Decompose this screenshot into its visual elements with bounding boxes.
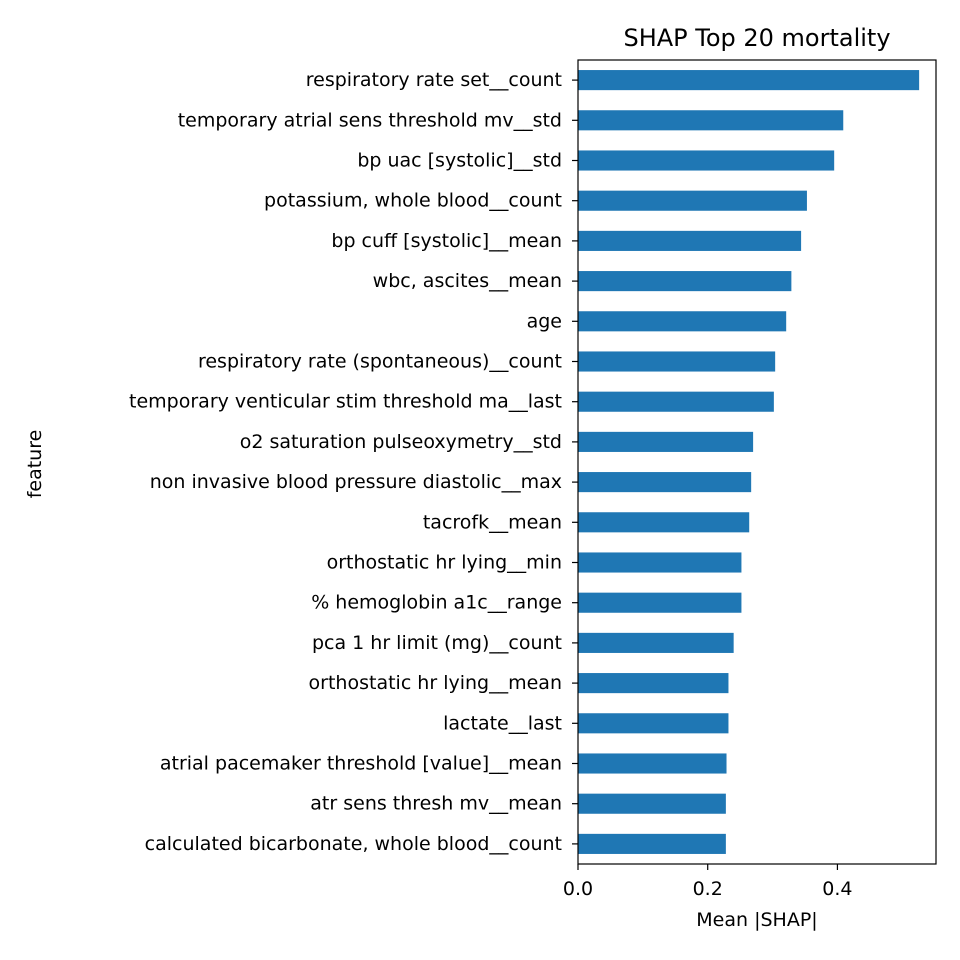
y-tick-label: calculated bicarbonate, whole blood__cou… bbox=[145, 833, 562, 855]
bar bbox=[578, 552, 742, 573]
y-tick-label: lactate__last bbox=[443, 712, 562, 734]
bar bbox=[578, 472, 752, 493]
x-tick-label: 0.0 bbox=[563, 878, 593, 900]
x-tick-label: 0.2 bbox=[693, 878, 723, 900]
y-tick-label: respiratory rate set__count bbox=[306, 69, 562, 91]
y-tick-label: tacrofk__mean bbox=[423, 511, 562, 533]
bar bbox=[578, 271, 792, 292]
y-tick-label: temporary venticular stim threshold ma__… bbox=[129, 391, 562, 413]
y-tick-label: potassium, whole blood__count bbox=[264, 190, 562, 212]
y-axis-label: feature bbox=[24, 430, 46, 499]
y-tick-labels: respiratory rate set__count temporary atr… bbox=[129, 69, 578, 855]
bar bbox=[578, 391, 774, 412]
bar bbox=[578, 110, 844, 131]
y-tick-label: bp cuff [systolic]__mean bbox=[331, 230, 562, 252]
bars-group bbox=[578, 70, 920, 854]
bar bbox=[578, 753, 727, 774]
y-tick-label: respiratory rate (spontaneous)__count bbox=[198, 351, 562, 373]
bar bbox=[578, 592, 742, 613]
bar bbox=[578, 713, 729, 734]
x-axis: 0.0 0.2 0.4 bbox=[563, 864, 853, 900]
bar bbox=[578, 431, 754, 452]
bar bbox=[578, 190, 807, 211]
y-tick-label: wbc, ascites__mean bbox=[373, 270, 562, 292]
y-tick-label: age bbox=[527, 310, 562, 332]
y-tick-label: bp uac [systolic]__std bbox=[357, 150, 562, 172]
bar bbox=[578, 230, 802, 251]
bar bbox=[578, 351, 776, 372]
y-tick-label: % hemoglobin a1c__range bbox=[311, 592, 562, 614]
y-tick-label: orthostatic hr lying__min bbox=[327, 552, 562, 574]
bar bbox=[578, 311, 787, 332]
plot-frame bbox=[577, 59, 937, 865]
bar bbox=[578, 833, 726, 854]
y-tick-label: o2 saturation pulseoxymetry__std bbox=[240, 431, 562, 453]
y-tick-label: pca 1 hr limit (mg)__count bbox=[312, 632, 562, 654]
y-tick-label: non invasive blood pressure diastolic__m… bbox=[150, 471, 562, 493]
x-tick-label: 0.4 bbox=[822, 878, 852, 900]
y-tick-label: atr sens thresh mv__mean bbox=[310, 793, 562, 815]
bar bbox=[578, 512, 750, 533]
chart-title: SHAP Top 20 mortality bbox=[623, 24, 890, 52]
bar bbox=[578, 632, 734, 653]
bar bbox=[578, 673, 729, 694]
x-axis-label: Mean |SHAP| bbox=[696, 909, 817, 931]
y-tick-label: temporary atrial sens threshold mv__std bbox=[178, 109, 562, 131]
y-tick-label: atrial pacemaker threshold [value]__mean bbox=[160, 753, 562, 775]
bar bbox=[578, 793, 726, 814]
bar bbox=[578, 150, 835, 171]
bar bbox=[578, 70, 920, 91]
y-tick-label: orthostatic hr lying__mean bbox=[309, 672, 562, 694]
